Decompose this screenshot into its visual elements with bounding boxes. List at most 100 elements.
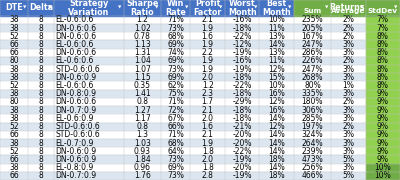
Bar <box>0 98 28 106</box>
Text: 8: 8 <box>39 40 44 49</box>
Bar <box>124 65 161 73</box>
Text: 247%: 247% <box>302 40 323 49</box>
Text: Average: Average <box>331 8 366 14</box>
Bar <box>161 123 190 131</box>
Text: 264%: 264% <box>302 139 323 148</box>
Bar <box>28 131 54 139</box>
Bar <box>54 0 124 16</box>
Text: 8: 8 <box>39 122 44 131</box>
Bar <box>190 57 225 65</box>
Bar <box>294 24 331 32</box>
Text: 268%: 268% <box>302 73 323 82</box>
Text: 2.0: 2.0 <box>202 155 214 164</box>
Text: 38: 38 <box>10 15 19 24</box>
Text: 14%: 14% <box>268 114 285 123</box>
Bar <box>124 40 161 49</box>
Bar <box>54 49 124 57</box>
Bar <box>54 57 124 65</box>
Text: -18%: -18% <box>232 24 252 33</box>
Bar <box>331 106 366 114</box>
Text: 71%: 71% <box>167 15 184 24</box>
Text: 69%: 69% <box>167 56 184 65</box>
Bar <box>366 164 400 172</box>
Bar <box>190 65 225 73</box>
Text: DN-0.6:0.6: DN-0.6:0.6 <box>55 98 96 107</box>
Bar <box>331 155 366 164</box>
Text: -20%: -20% <box>232 130 252 139</box>
Text: 80%: 80% <box>304 81 321 90</box>
Bar <box>161 155 190 164</box>
Text: 8%: 8% <box>377 32 389 41</box>
Bar <box>161 106 190 114</box>
Bar <box>161 147 190 155</box>
Bar <box>28 123 54 131</box>
Text: -22%: -22% <box>232 32 252 41</box>
Bar <box>161 114 190 123</box>
Bar <box>294 65 331 73</box>
Bar <box>294 123 331 131</box>
Bar <box>28 172 54 180</box>
Bar <box>366 98 400 106</box>
Bar <box>259 139 294 147</box>
Bar <box>124 49 161 57</box>
Bar <box>161 65 190 73</box>
Bar <box>124 172 161 180</box>
Text: 8: 8 <box>39 48 44 57</box>
Bar <box>331 164 366 172</box>
Text: 62%: 62% <box>167 81 184 90</box>
Bar <box>124 16 161 24</box>
Bar <box>225 164 259 172</box>
Bar <box>331 32 366 40</box>
Text: ▼: ▼ <box>219 6 222 10</box>
Bar <box>54 147 124 155</box>
Bar <box>366 139 400 147</box>
Text: -16%: -16% <box>232 15 252 24</box>
Bar <box>331 0 366 16</box>
Text: 38: 38 <box>10 114 19 123</box>
Bar <box>124 123 161 131</box>
Bar <box>124 81 161 90</box>
Bar <box>124 139 161 147</box>
Text: 1.6: 1.6 <box>202 122 214 131</box>
Bar <box>259 106 294 114</box>
Text: 38: 38 <box>10 65 19 74</box>
Bar <box>0 147 28 155</box>
Bar <box>28 32 54 40</box>
Bar <box>0 114 28 123</box>
Bar <box>190 40 225 49</box>
Bar <box>190 172 225 180</box>
Bar <box>54 65 124 73</box>
Bar <box>331 98 366 106</box>
Text: 80: 80 <box>10 98 19 107</box>
Text: 1.8: 1.8 <box>202 163 214 172</box>
Text: 2.0: 2.0 <box>202 73 214 82</box>
Text: STD-0.6:0.6: STD-0.6:0.6 <box>55 122 100 131</box>
Bar <box>294 147 331 155</box>
Bar <box>366 172 400 180</box>
Bar <box>366 49 400 57</box>
Text: Win
Rate: Win Rate <box>165 0 186 17</box>
Text: 1.27: 1.27 <box>134 106 151 115</box>
Bar <box>190 106 225 114</box>
Text: 1.2: 1.2 <box>202 81 214 90</box>
Bar <box>225 73 259 81</box>
Bar <box>124 90 161 98</box>
Text: EL-0.6:0.6: EL-0.6:0.6 <box>55 15 94 24</box>
Bar <box>259 40 294 49</box>
Text: Sharpe
Ratio: Sharpe Ratio <box>126 0 158 17</box>
Bar <box>0 49 28 57</box>
Text: 1.9: 1.9 <box>202 40 214 49</box>
Bar <box>294 81 331 90</box>
Bar <box>190 131 225 139</box>
Bar <box>366 16 400 24</box>
Bar <box>259 123 294 131</box>
Bar <box>294 0 331 16</box>
Text: 2%: 2% <box>342 122 354 131</box>
Text: 12%: 12% <box>268 65 285 74</box>
Text: 239%: 239% <box>302 147 323 156</box>
Bar <box>161 24 190 32</box>
Text: 0.96: 0.96 <box>134 163 151 172</box>
Bar <box>331 139 366 147</box>
Text: 11%: 11% <box>268 56 285 65</box>
Bar <box>225 65 259 73</box>
